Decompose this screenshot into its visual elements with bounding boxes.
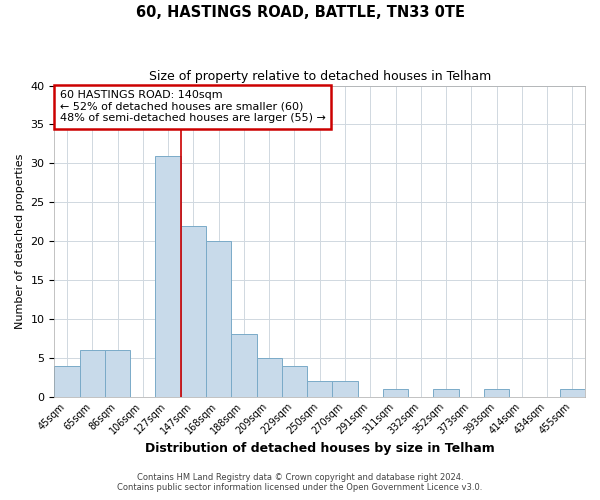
Bar [80,350,105,397]
Bar [257,358,282,397]
Bar [155,156,181,396]
Bar [383,389,408,396]
Text: 60 HASTINGS ROAD: 140sqm
← 52% of detached houses are smaller (60)
48% of semi-d: 60 HASTINGS ROAD: 140sqm ← 52% of detach… [60,90,326,124]
Bar [560,389,585,396]
Text: 60, HASTINGS ROAD, BATTLE, TN33 0TE: 60, HASTINGS ROAD, BATTLE, TN33 0TE [136,5,464,20]
Bar [332,381,358,396]
Bar [282,366,307,396]
Title: Size of property relative to detached houses in Telham: Size of property relative to detached ho… [149,70,491,83]
X-axis label: Distribution of detached houses by size in Telham: Distribution of detached houses by size … [145,442,494,455]
Bar [231,334,257,396]
Bar [206,241,231,396]
Bar [433,389,458,396]
Bar [484,389,509,396]
Bar [105,350,130,397]
Bar [307,381,332,396]
Bar [181,226,206,396]
Bar [55,366,80,396]
Y-axis label: Number of detached properties: Number of detached properties [15,154,25,329]
Text: Contains HM Land Registry data © Crown copyright and database right 2024.
Contai: Contains HM Land Registry data © Crown c… [118,473,482,492]
